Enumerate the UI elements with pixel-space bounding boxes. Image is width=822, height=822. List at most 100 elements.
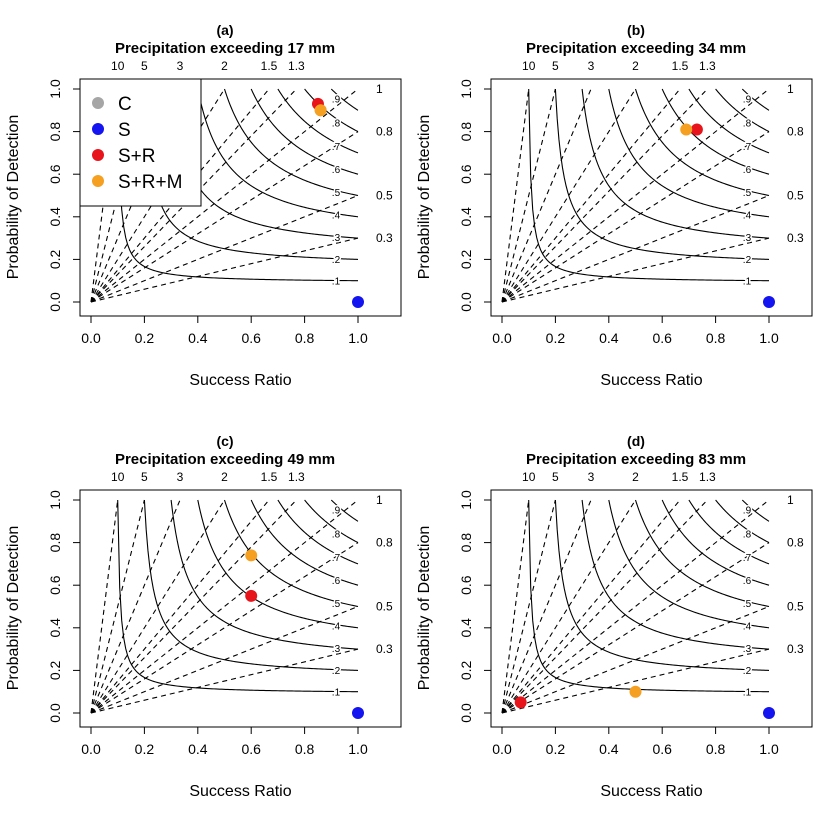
bias-line [501,237,770,303]
csi-contour [608,88,770,218]
x-tick-label: 0.2 [135,741,155,757]
chart-title: Precipitation exceeding 34 mm [526,40,746,57]
data-point-s-plus-r [514,696,527,709]
csi-label: .6 [332,165,341,176]
x-tick-label: 0.2 [135,330,155,346]
bias-top-label: 5 [141,470,148,484]
bias-right-label: 0.5 [376,600,393,614]
bias-line [501,88,592,303]
x-tick-label: 1.0 [759,330,779,346]
csi-label: .1 [743,277,752,288]
x-tick-label: 0.4 [188,330,208,346]
data-point-s [352,707,364,719]
csi-label: .1 [743,688,752,699]
x-tick-label: 0.0 [81,741,101,757]
bias-line [90,499,119,714]
x-tick-label: 0.6 [241,741,261,757]
csi-label: .5 [332,599,341,610]
x-tick-label: 1.0 [348,330,368,346]
y-tick-label: 0.6 [458,575,474,595]
csi-contour [197,499,359,629]
y-tick-label: 0.4 [47,207,63,227]
csi-contour [197,88,359,218]
csi-label: .5 [332,188,341,199]
csi-contour [117,499,359,693]
bias-top-label: 1.5 [672,470,689,484]
bias-right-label: 0.5 [787,600,804,614]
x-tick-label: 0.6 [652,330,672,346]
bias-top-label: 3 [177,59,184,73]
x-tick-label: 0.6 [241,330,261,346]
y-tick-label: 0.4 [458,618,474,638]
csi-label: .8 [332,118,341,129]
chart-title: Precipitation exceeding 83 mm [526,451,746,468]
x-tick-label: 0.0 [492,741,512,757]
bias-top-label: 1.3 [288,470,305,484]
data-point-s-plus-r-plus-m [629,685,642,698]
y-tick-label: 0.4 [458,207,474,227]
bias-line [501,499,556,714]
bias-right-label: 0.8 [376,536,393,550]
x-tick-label: 0.2 [546,741,566,757]
bias-top-label: 1.5 [261,470,278,484]
bias-top-label: 10 [522,59,536,73]
x-tick-label: 0.0 [492,330,512,346]
chart-panel-3: .1 .2 .3 .4 .5 .6 .7 .8 .9 0.0 0.2 0.4 0.6 0.8 1.0 0.0 0… [5,433,402,800]
csi-label: .5 [743,599,752,610]
bias-line [501,499,592,714]
x-axis-label: Success Ratio [600,372,702,389]
y-tick-label: 1.0 [47,490,63,510]
x-tick-label: 0.8 [295,741,315,757]
x-tick-label: 1.0 [759,741,779,757]
bias-top-label: 3 [177,470,184,484]
chart-title: Precipitation exceeding 17 mm [115,40,335,57]
bias-line [501,499,681,714]
csi-label: .9 [743,506,752,517]
bias-line [501,131,770,303]
y-axis-label: Probability of Detection [416,526,433,691]
csi-label: .2 [743,666,752,677]
bias-line [501,88,708,303]
bias-top-label: 2 [632,59,639,73]
bias-line [501,499,636,714]
csi-label: .3 [743,233,752,244]
bias-top-label: 3 [588,59,595,73]
bias-line [90,88,225,303]
bias-line [501,88,770,303]
bias-line [90,499,270,714]
csi-label: .2 [332,255,341,266]
y-axis-label: Probability of Detection [416,115,433,280]
data-point-s [763,296,775,308]
y-tick-label: 0.6 [458,164,474,184]
legend-label: C [118,94,132,115]
legend-marker-s-plus-r [92,149,104,161]
x-tick-label: 1.0 [348,741,368,757]
data-point-s-plus-r [690,123,703,136]
csi-contour [634,88,770,197]
bias-right-label: 0.5 [376,189,393,203]
csi-label: .7 [332,553,341,564]
y-tick-label: 0.8 [458,122,474,142]
x-tick-label: 0.8 [706,741,726,757]
csi-contour [330,88,359,111]
x-tick-label: 0.4 [599,330,619,346]
y-axis-label: Probability of Detection [5,115,22,280]
bias-top-label: 1.5 [261,59,278,73]
panel-label: (a) [216,22,233,38]
csi-label: .6 [332,576,341,587]
csi-label: .4 [332,211,341,222]
bias-line [501,88,681,303]
bias-line [90,648,359,714]
y-tick-label: 0.2 [47,249,63,269]
legend-label: S+R+M [118,172,182,193]
bias-line [90,542,359,714]
csi-label: .7 [743,553,752,564]
csi-label: .3 [332,233,341,244]
data-point-s-plus-r-plus-m [245,549,258,562]
bias-top-label: 5 [552,59,559,73]
plot-box [490,489,813,728]
csi-contour [117,88,359,282]
csi-contour [741,499,770,522]
csi-label: .3 [332,644,341,655]
bias-top-label: 5 [141,59,148,73]
